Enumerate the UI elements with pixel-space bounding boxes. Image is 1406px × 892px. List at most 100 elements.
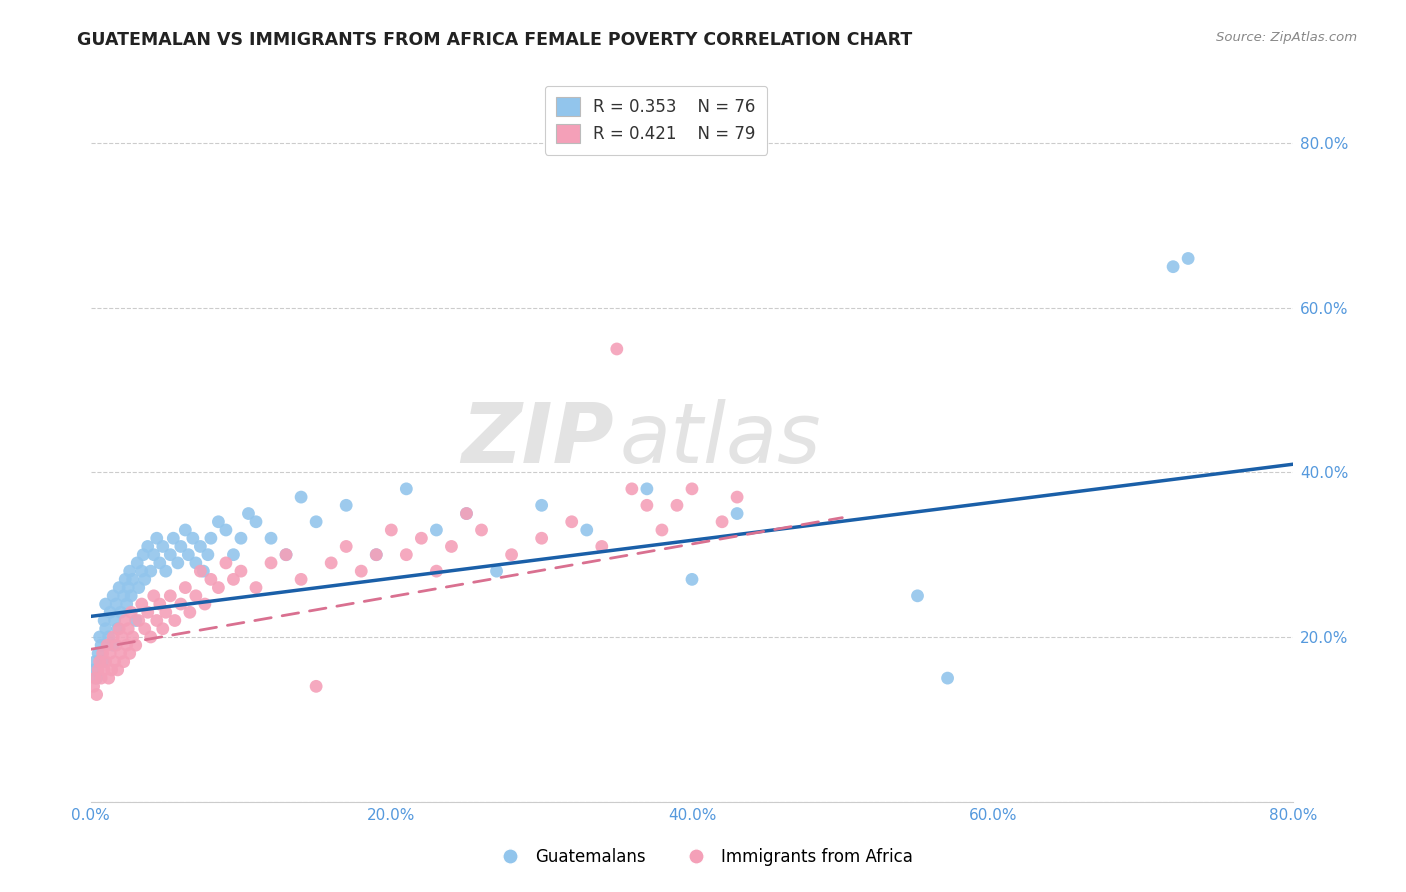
Point (114, 573, 136, 587)
Legend: R = 0.353    N = 76, R = 0.421    N = 79: R = 0.353 N = 76, R = 0.421 N = 79 (544, 86, 768, 155)
Point (290, 490, 312, 504)
Point (162, 531, 184, 545)
Point (395, 548, 418, 562)
Point (200, 573, 222, 587)
Point (155, 605, 177, 619)
Point (636, 482, 658, 496)
Point (229, 564, 252, 578)
Point (125, 614, 148, 628)
Point (620, 482, 643, 496)
Point (111, 630, 134, 644)
Point (194, 597, 217, 611)
Point (200, 531, 222, 545)
Point (936, 671, 959, 685)
Point (84, 655, 107, 669)
Point (591, 540, 613, 554)
Point (575, 523, 598, 537)
Point (152, 622, 174, 636)
Point (118, 564, 141, 578)
Point (83, 663, 105, 677)
Point (174, 581, 197, 595)
Point (440, 540, 463, 554)
Point (87, 647, 110, 661)
Point (132, 548, 155, 562)
Point (238, 507, 260, 521)
Point (193, 564, 215, 578)
Point (207, 581, 229, 595)
Point (94, 655, 117, 669)
Point (380, 523, 402, 537)
Point (142, 589, 165, 603)
Point (711, 515, 734, 529)
Point (104, 655, 127, 669)
Point (91, 647, 114, 661)
Point (115, 638, 138, 652)
Point (177, 548, 200, 562)
Point (105, 638, 128, 652)
Point (139, 630, 162, 644)
Point (101, 638, 124, 652)
Point (112, 589, 135, 603)
Point (274, 548, 297, 562)
Point (107, 663, 129, 677)
Point (108, 581, 131, 595)
Point (260, 556, 283, 570)
Point (425, 523, 447, 537)
Point (128, 581, 150, 595)
Point (117, 622, 139, 636)
Point (174, 523, 197, 537)
Point (108, 622, 131, 636)
Point (90, 671, 112, 685)
Point (142, 548, 165, 562)
Point (215, 556, 238, 570)
Point (190, 564, 212, 578)
Point (110, 605, 132, 619)
Point (83, 679, 105, 693)
Point (134, 573, 156, 587)
Point (530, 531, 553, 545)
Point (184, 556, 207, 570)
Point (681, 482, 703, 496)
Point (305, 679, 328, 693)
Text: atlas: atlas (620, 399, 821, 480)
Point (229, 531, 252, 545)
Point (115, 597, 138, 611)
Point (145, 614, 167, 628)
Point (681, 573, 703, 587)
Point (215, 523, 238, 537)
Point (120, 605, 142, 619)
Point (97, 630, 120, 644)
Point (100, 663, 122, 677)
Point (222, 573, 245, 587)
Point (425, 564, 447, 578)
Point (89, 630, 111, 644)
Point (90, 638, 112, 652)
Point (335, 540, 357, 554)
Point (166, 556, 188, 570)
Point (94, 597, 117, 611)
Point (136, 605, 159, 619)
Point (134, 622, 156, 636)
Point (121, 630, 143, 644)
Point (222, 548, 245, 562)
Point (395, 482, 418, 496)
Point (93, 663, 115, 677)
Point (335, 498, 357, 512)
Point (411, 531, 433, 545)
Point (170, 540, 193, 554)
Point (139, 564, 162, 578)
Point (1161, 260, 1184, 274)
Point (725, 490, 748, 504)
Point (197, 548, 219, 562)
Point (274, 548, 297, 562)
Point (101, 630, 124, 644)
Point (110, 647, 132, 661)
Point (321, 556, 343, 570)
Point (127, 556, 149, 570)
Point (112, 655, 135, 669)
Point (149, 597, 172, 611)
Point (155, 564, 177, 578)
Point (114, 614, 136, 628)
Point (152, 540, 174, 554)
Point (245, 515, 267, 529)
